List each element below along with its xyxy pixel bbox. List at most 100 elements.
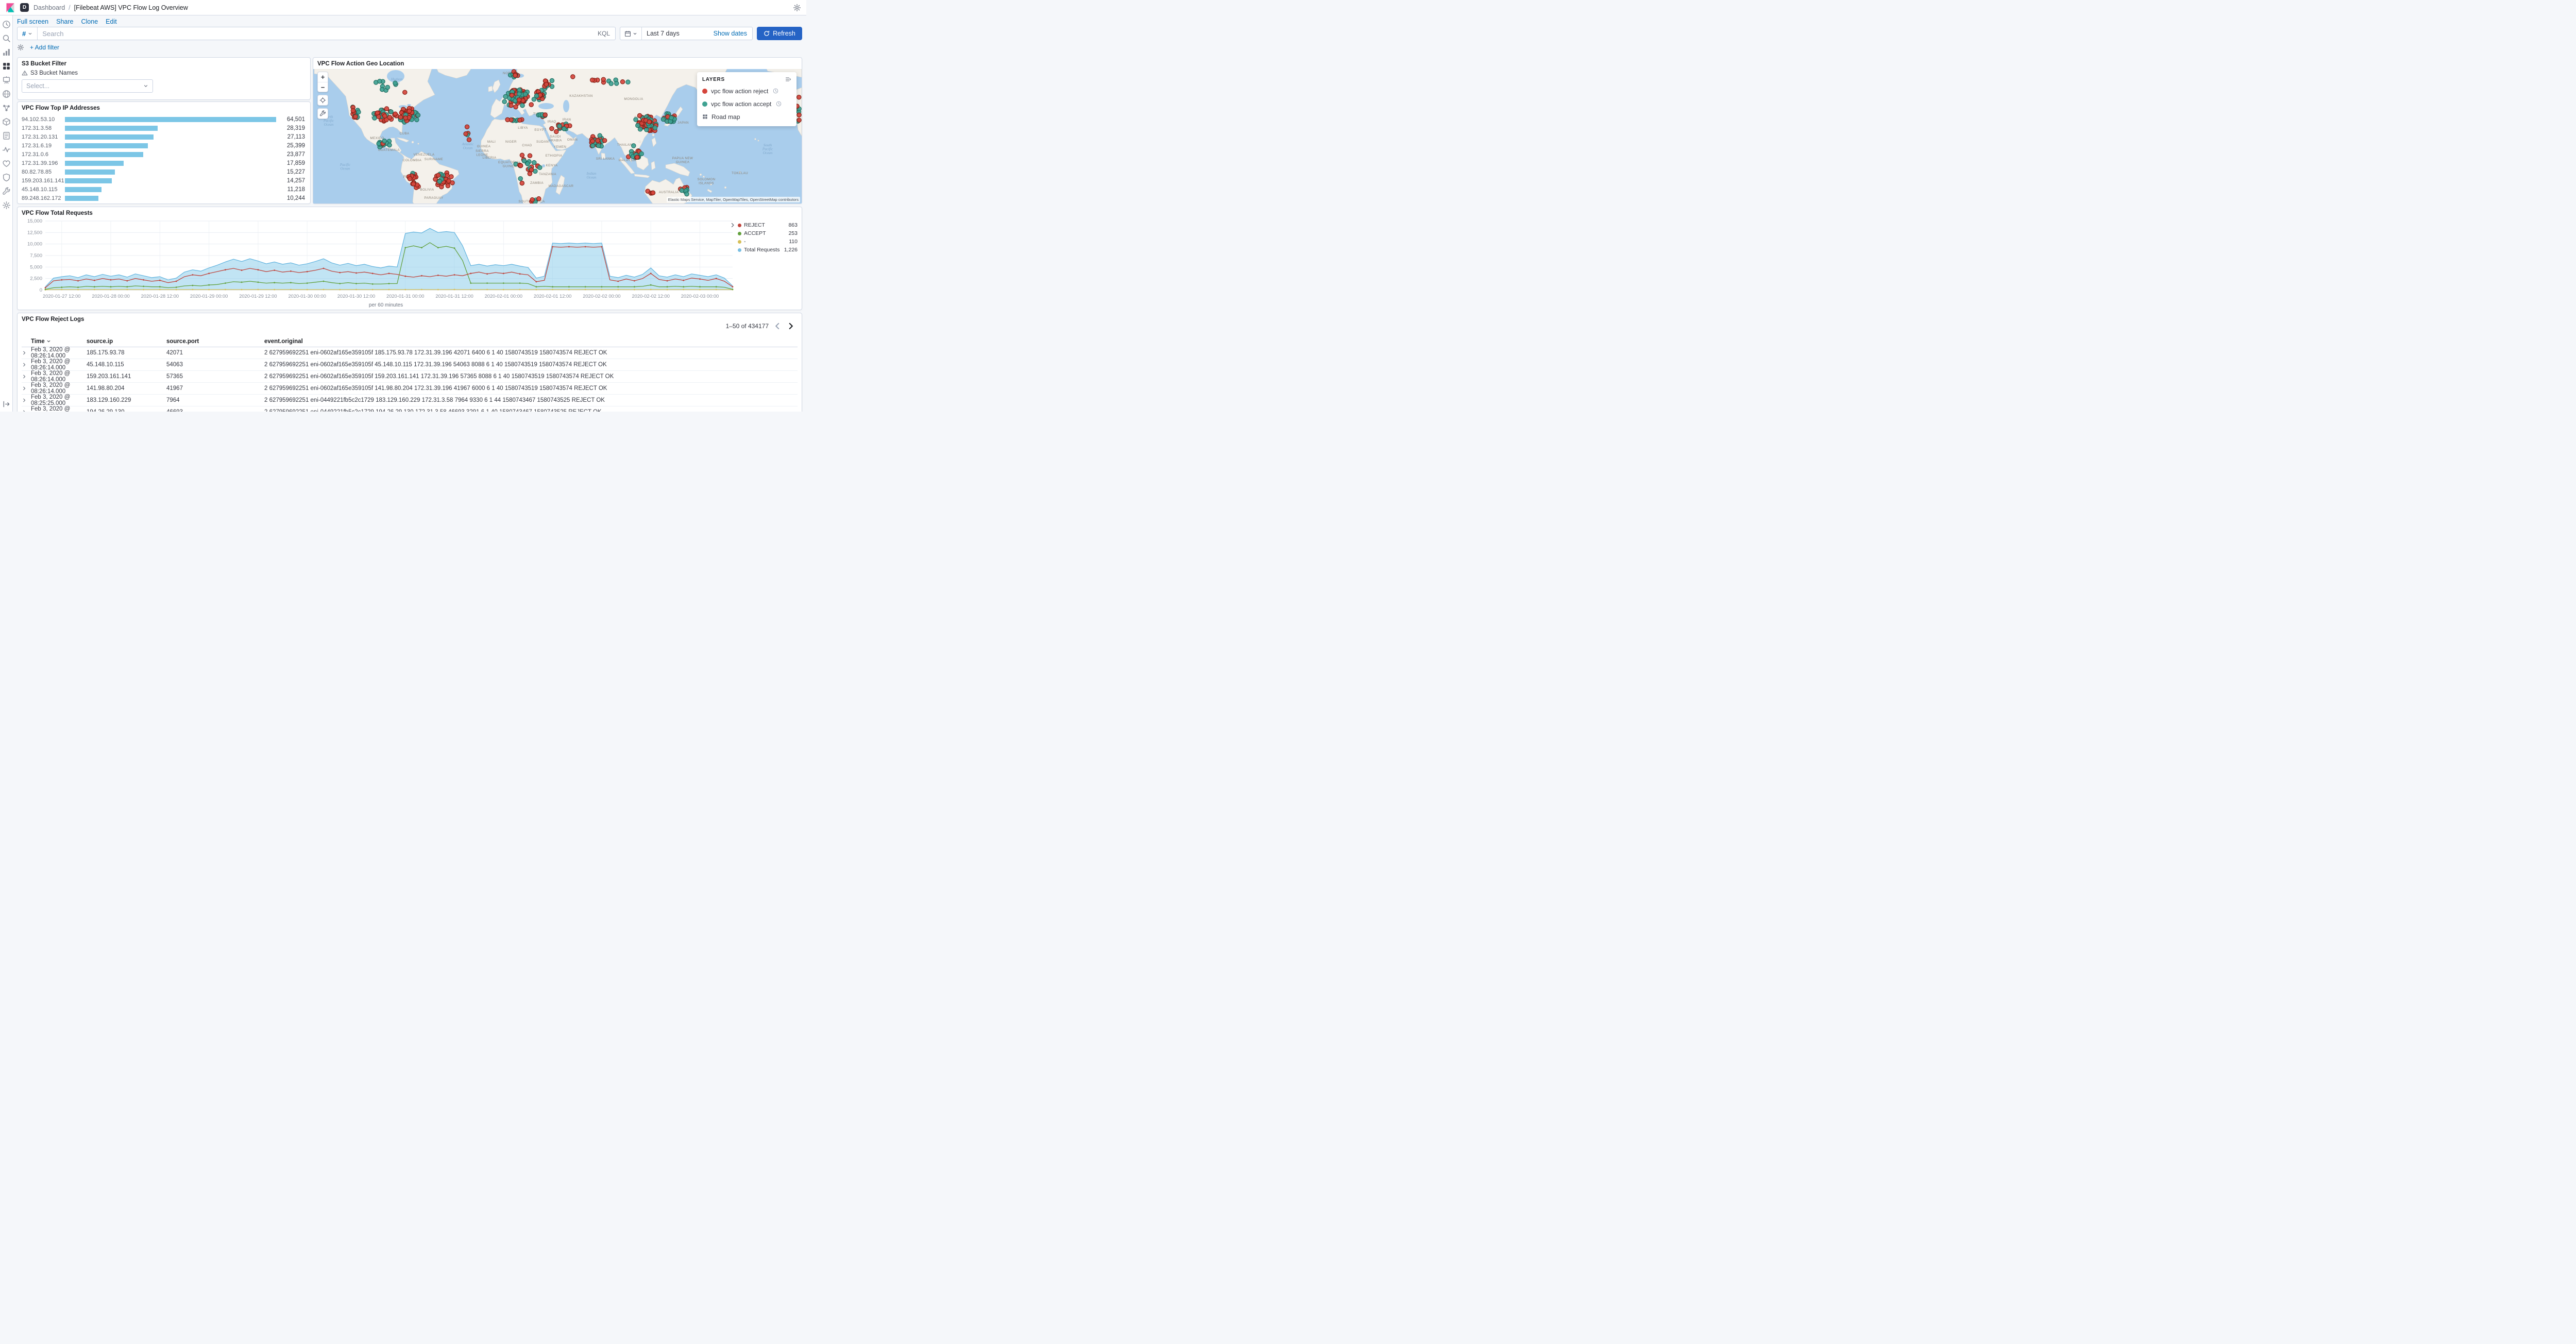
map-dot-accept[interactable]	[590, 143, 596, 148]
map-dot-accept[interactable]	[532, 160, 537, 165]
map-dot-accept[interactable]	[562, 126, 567, 131]
map-dot-reject[interactable]	[647, 119, 652, 125]
map-zoom-out-button[interactable]: −	[318, 82, 328, 92]
map-dot-reject[interactable]	[463, 131, 468, 137]
legend-item[interactable]: Total Requests 1,226	[738, 246, 798, 254]
map-dot-accept[interactable]	[608, 81, 614, 87]
map-dot-accept[interactable]	[520, 103, 525, 108]
map-dot-reject[interactable]	[570, 74, 575, 79]
pagination-next-button[interactable]	[786, 321, 795, 331]
layer-item[interactable]: vpc flow action accept	[702, 97, 791, 110]
map-dot-reject[interactable]	[353, 114, 358, 120]
s3-bucket-select[interactable]: Select...	[22, 79, 153, 93]
edit-link[interactable]: Edit	[106, 18, 117, 25]
layer-item[interactable]: Road map	[702, 110, 791, 123]
panel-title[interactable]: VPC Flow Total Requests	[22, 210, 93, 216]
map-canvas[interactable]: NORWAYUNITED STATESMEXICOCUBAGUATEMALACO…	[313, 69, 802, 203]
map-dot-accept[interactable]	[635, 123, 640, 128]
sidebar-item-discover[interactable]	[2, 34, 11, 43]
ip-bar[interactable]	[65, 125, 158, 131]
map-dot-reject[interactable]	[549, 126, 554, 131]
map-dot-reject[interactable]	[433, 177, 438, 182]
refresh-button[interactable]: Refresh	[757, 27, 802, 40]
map-tools-button[interactable]	[318, 109, 328, 118]
map-dot-accept[interactable]	[415, 112, 421, 118]
map-dot-accept[interactable]	[631, 143, 636, 148]
map-dot-accept[interactable]	[596, 143, 601, 148]
space-badge[interactable]: D	[20, 3, 29, 12]
column-header-event-original[interactable]: event.original	[264, 338, 303, 345]
sidebar-item-stack-management[interactable]	[2, 201, 11, 210]
expand-row-icon[interactable]	[22, 350, 27, 355]
map-dot-accept[interactable]	[518, 176, 523, 181]
map-dot-accept[interactable]	[637, 127, 643, 132]
map-dot-accept[interactable]	[531, 97, 537, 102]
expand-row-icon[interactable]	[22, 398, 27, 403]
map-dot-accept[interactable]	[414, 117, 419, 123]
map-dot-reject[interactable]	[602, 138, 607, 143]
map-dot-accept[interactable]	[684, 191, 689, 197]
ip-bar[interactable]	[65, 178, 112, 183]
sidebar-item-apm[interactable]	[2, 145, 11, 154]
map-dot-reject[interactable]	[393, 111, 398, 116]
map-dot-reject[interactable]	[384, 106, 389, 111]
collapse-layers-icon[interactable]	[785, 76, 791, 82]
map-dot-reject[interactable]	[796, 94, 802, 100]
legend-toggle-icon[interactable]	[730, 222, 736, 228]
search-input[interactable]	[38, 29, 592, 38]
panel-title[interactable]: VPC Flow Top IP Addresses	[22, 105, 100, 111]
map-dot-accept[interactable]	[437, 179, 443, 184]
sidebar-item-maps[interactable]	[2, 90, 11, 98]
map-dot-reject[interactable]	[637, 113, 642, 118]
column-header-time[interactable]: Time	[31, 338, 87, 345]
legend-item[interactable]: - 110	[738, 237, 798, 246]
map-dot-reject[interactable]	[446, 178, 451, 184]
map-dot-accept[interactable]	[639, 151, 644, 157]
map-dot-accept[interactable]	[525, 161, 530, 166]
filter-options-icon[interactable]	[17, 44, 24, 51]
map-dot-accept[interactable]	[385, 84, 391, 90]
map-dot-accept[interactable]	[597, 133, 602, 139]
map-dot-accept[interactable]	[502, 99, 507, 105]
breadcrumb-dashboard[interactable]: Dashboard	[33, 4, 65, 11]
map-dot-accept[interactable]	[372, 115, 377, 121]
pagination-prev-button[interactable]	[773, 321, 782, 331]
sidebar-item-visualize[interactable]	[2, 48, 11, 57]
map-dot-reject[interactable]	[407, 176, 413, 181]
ip-bar[interactable]	[65, 116, 276, 122]
map-dot-accept[interactable]	[537, 165, 543, 170]
map-dot-accept[interactable]	[652, 125, 658, 130]
map-dot-reject[interactable]	[517, 117, 522, 123]
map-dot-reject[interactable]	[543, 112, 548, 117]
ip-bar[interactable]	[65, 169, 115, 175]
sidebar-item-dashboard[interactable]	[2, 62, 11, 71]
map-dot-reject[interactable]	[601, 77, 606, 82]
map-dot-reject[interactable]	[796, 112, 802, 117]
map-dot-reject[interactable]	[589, 77, 595, 83]
map-dot-reject[interactable]	[398, 114, 403, 120]
map-dot-reject[interactable]	[519, 152, 525, 158]
column-header-source-ip[interactable]: source.ip	[87, 338, 113, 345]
map-dot-reject[interactable]	[464, 124, 470, 129]
time-range-value[interactable]: Last 7 days	[647, 30, 680, 37]
map-dot-accept[interactable]	[377, 79, 382, 84]
map-dot-reject[interactable]	[505, 117, 510, 123]
dock-navigation-icon[interactable]	[3, 400, 10, 408]
map-dot-accept[interactable]	[356, 109, 361, 115]
ip-bar[interactable]	[65, 143, 148, 148]
map-dot-accept[interactable]	[625, 79, 631, 85]
sidebar-item-dev-tools[interactable]	[2, 187, 11, 196]
map-dot-reject[interactable]	[635, 155, 640, 160]
map-dot-reject[interactable]	[509, 93, 515, 98]
map-dot-accept[interactable]	[614, 81, 619, 86]
expand-row-icon[interactable]	[22, 374, 27, 379]
map-dot-reject[interactable]	[411, 181, 416, 186]
map-dot-accept[interactable]	[633, 117, 638, 122]
sidebar-item-machine-learning[interactable]	[2, 104, 11, 112]
map-dot-reject[interactable]	[544, 81, 549, 87]
map-dot-reject[interactable]	[466, 137, 472, 143]
map-dot-accept[interactable]	[549, 78, 555, 83]
map-dot-reject[interactable]	[513, 73, 518, 78]
map-dot-reject[interactable]	[406, 108, 412, 114]
clone-link[interactable]: Clone	[81, 18, 98, 25]
